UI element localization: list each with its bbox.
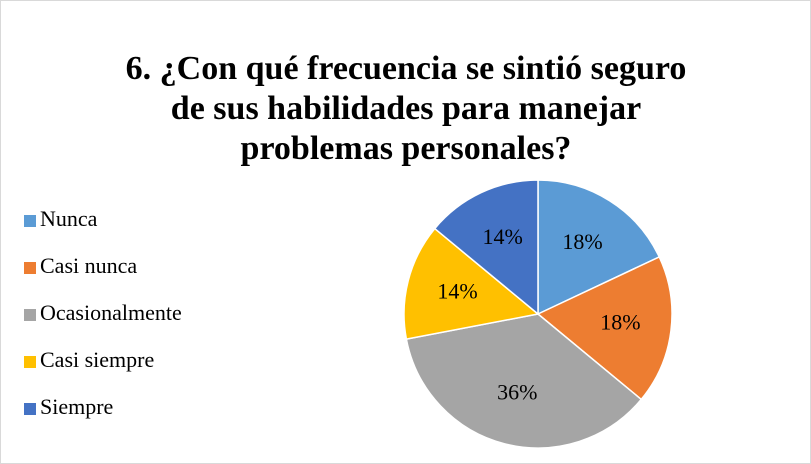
legend-swatch xyxy=(24,215,36,227)
legend-label: Ocasionalmente xyxy=(40,300,182,325)
data-label: 18% xyxy=(600,309,640,334)
data-label: 18% xyxy=(562,229,602,254)
pie-slice xyxy=(537,179,661,316)
data-label: 36% xyxy=(497,380,537,405)
pie-slice xyxy=(405,313,643,449)
data-label: 14% xyxy=(482,224,522,249)
legend-swatch xyxy=(24,403,36,415)
legend-swatch xyxy=(24,309,36,321)
legend-swatch xyxy=(24,356,36,368)
legend-label: Siempre xyxy=(40,394,113,419)
legend-swatch xyxy=(24,262,36,274)
pie-slice xyxy=(403,227,540,340)
legend-label: Casi nunca xyxy=(40,253,137,278)
legend-label: Casi siempre xyxy=(40,347,154,372)
pie-slice xyxy=(536,255,673,401)
chart-title: 6. ¿Con qué frecuencia se sintió seguro … xyxy=(125,50,687,167)
data-label: 14% xyxy=(437,278,477,303)
legend-label: Nunca xyxy=(40,206,98,231)
pie-slice xyxy=(433,179,539,316)
